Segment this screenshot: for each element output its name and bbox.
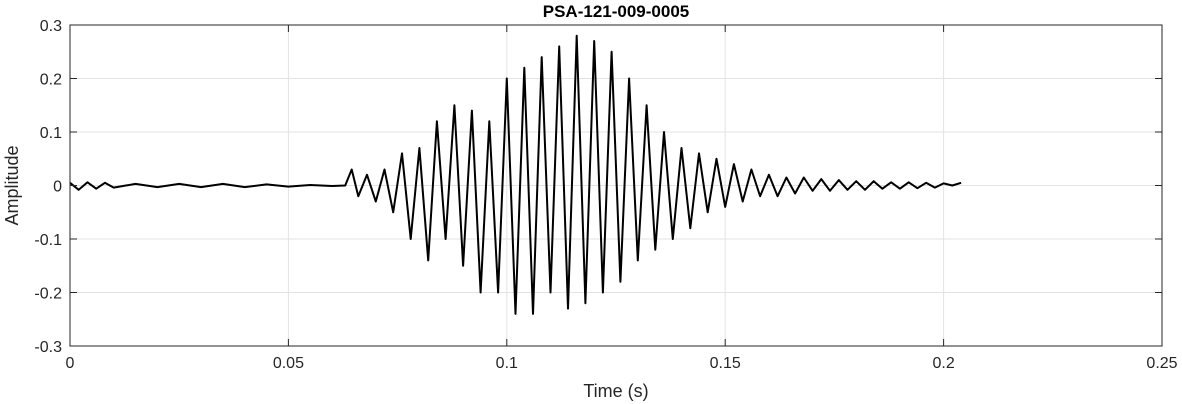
x-tick-label-5: 0.25 [1146,355,1177,372]
series-line-0 [69,34,962,315]
y-tick-label-4: 0.1 [40,125,62,142]
series-group [69,34,962,315]
x-tick-label-0: 0 [66,355,75,372]
y-tick-label-2: -0.1 [34,232,62,249]
y-tick-label-6: 0.3 [40,18,62,35]
x-tick-label-1: 0.05 [273,355,304,372]
x-tick-label-4: 0.2 [932,355,954,372]
y-tick-label-5: 0.2 [40,72,62,89]
y-tick-label-0: -0.3 [34,339,62,356]
x-tick-label-3: 0.15 [710,355,741,372]
y-axis-label: Amplitude [2,145,22,225]
y-tick-label-3: 0 [53,179,62,196]
tick-labels: 0 0.05 0.1 0.15 0.2 0.25 -0.3 -0.2 -0.1 0 0.1 0.2 0.… [34,18,1177,372]
y-tick-label-1: -0.2 [34,286,62,303]
ticks [69,24,1163,347]
chart-title: PSA-121-009-0005 [543,2,689,21]
x-axis-label: Time (s) [583,381,648,401]
x-tick-label-2: 0.1 [496,355,518,372]
